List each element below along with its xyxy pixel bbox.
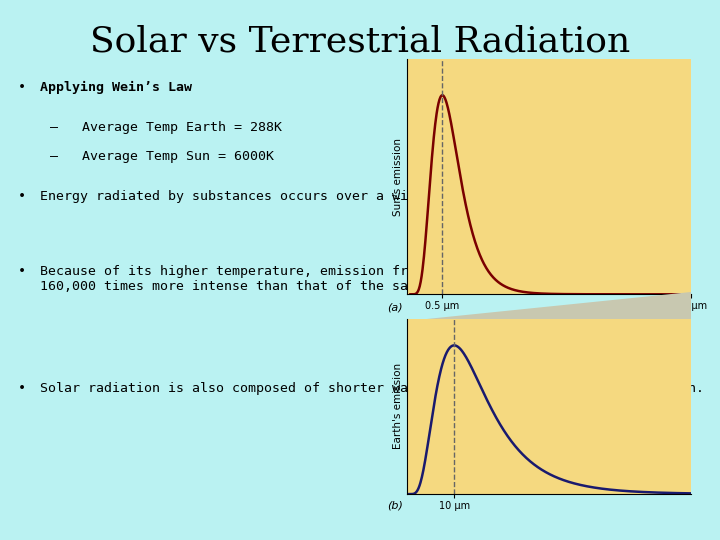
Text: •: • (18, 190, 26, 202)
Y-axis label: Earth's emission: Earth's emission (392, 363, 402, 449)
Text: •: • (18, 265, 26, 278)
Text: –   Average Temp Sun = 6000K: – Average Temp Sun = 6000K (50, 150, 274, 163)
Y-axis label: Sun's emission: Sun's emission (392, 138, 402, 216)
Text: •: • (18, 382, 26, 395)
Text: Applying Wein’s Law: Applying Wein’s Law (40, 81, 192, 94)
Polygon shape (407, 292, 691, 321)
Text: (b): (b) (387, 501, 403, 511)
Text: –   Average Temp Earth = 288K: – Average Temp Earth = 288K (50, 121, 282, 134)
Text: Because of its higher temperature, emission from a unit of area of the Sun (a) i: Because of its higher temperature, emiss… (40, 265, 688, 293)
Text: (a): (a) (387, 302, 403, 313)
Text: Solar vs Terrestrial Radiation: Solar vs Terrestrial Radiation (90, 24, 630, 58)
Text: •: • (18, 81, 26, 94)
Text: Energy radiated by substances occurs over a wide range of wavelengths.: Energy radiated by substances occurs ove… (40, 190, 600, 202)
Text: Solar radiation is also composed of shorter wavelengths than that emitted by Ear: Solar radiation is also composed of shor… (40, 382, 703, 395)
